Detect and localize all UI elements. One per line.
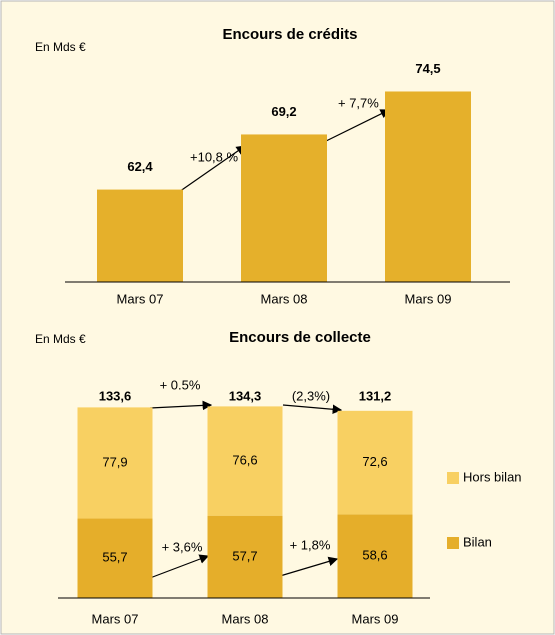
bar [97, 189, 183, 282]
value-label: 69,2 [271, 104, 296, 119]
chart-title: Encours de collecte [229, 329, 371, 346]
legend-swatch [447, 472, 459, 484]
legend-swatch [447, 537, 459, 549]
bar-segment [207, 515, 283, 598]
arrow [282, 404, 343, 415]
total-label: 131,2 [359, 388, 392, 403]
unit-label: En Mds € [35, 40, 86, 54]
unit-label: En Mds € [35, 332, 86, 346]
value-label: 77,9 [102, 454, 127, 469]
x-tick-label: Mars 09 [352, 611, 399, 626]
bar [241, 134, 327, 282]
x-tick-label: Mars 07 [92, 611, 139, 626]
x-tick-label: Mars 07 [117, 291, 164, 306]
bar-segment [77, 518, 153, 598]
annotation: + 3,6% [162, 539, 203, 554]
arrow [149, 554, 210, 579]
total-label: 134,3 [229, 388, 262, 403]
chart-title: Encours de crédits [222, 26, 357, 43]
annotation: (2,3%) [292, 388, 330, 403]
legend-label: Bilan [463, 534, 492, 549]
bar-segment [337, 514, 413, 598]
x-tick-label: Mars 08 [222, 611, 269, 626]
annotation: + 7,7% [338, 95, 379, 110]
value-label: 74,5 [415, 61, 440, 76]
arrow [149, 400, 213, 411]
value-label: 76,6 [232, 452, 257, 467]
annotation: + 1,8% [290, 537, 331, 552]
legend-label: Hors bilan [463, 469, 522, 484]
value-label: 57,7 [232, 548, 257, 563]
x-tick-label: Mars 09 [405, 291, 452, 306]
bar [385, 91, 471, 282]
total-label: 133,6 [99, 388, 132, 403]
arrow [175, 145, 246, 195]
bar-segment [77, 407, 153, 519]
value-label: 55,7 [102, 550, 127, 565]
annotation: +10,8 % [190, 149, 239, 164]
value-label: 58,6 [362, 548, 387, 563]
arrow [319, 109, 391, 145]
bar-segment [337, 410, 413, 515]
bar-segment [207, 406, 283, 516]
arrow [279, 556, 339, 577]
x-tick-label: Mars 08 [261, 291, 308, 306]
value-label: 62,4 [127, 159, 153, 174]
value-label: 72,6 [362, 454, 387, 469]
annotation: + 0.5% [160, 377, 201, 392]
